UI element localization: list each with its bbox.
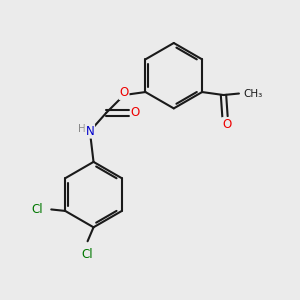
Text: H: H (78, 124, 86, 134)
Text: O: O (131, 106, 140, 119)
Text: O: O (223, 118, 232, 131)
Text: O: O (119, 86, 129, 99)
Text: Cl: Cl (32, 203, 44, 216)
Text: CH₃: CH₃ (244, 88, 263, 98)
Text: N: N (85, 125, 94, 138)
Text: Cl: Cl (82, 248, 93, 261)
